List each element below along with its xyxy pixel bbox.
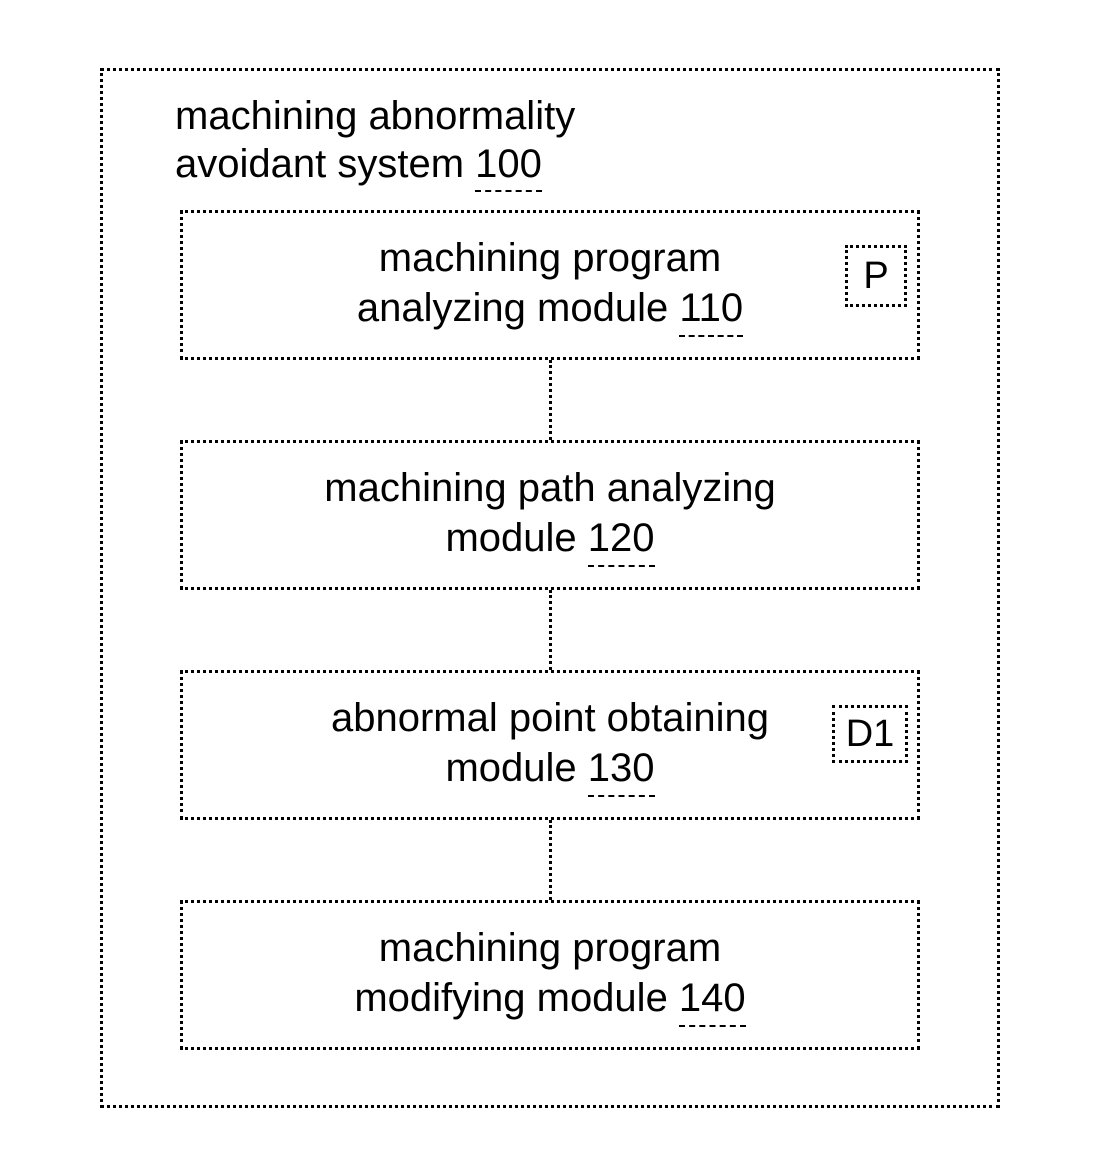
- module-110-line2: analyzing module 110: [357, 283, 743, 337]
- module-130-box: abnormal point obtaining module 130: [180, 670, 920, 820]
- marker-p-label: P: [863, 255, 888, 298]
- module-120-line1: machining path analyzing: [324, 463, 775, 513]
- connector-110-120: [549, 360, 552, 440]
- module-130-line2-prefix: module: [445, 746, 587, 790]
- title-line2: avoidant system 100: [175, 140, 575, 192]
- connector-120-130: [549, 590, 552, 670]
- module-140-line1: machining program: [379, 923, 721, 973]
- marker-d1-label: D1: [846, 713, 895, 756]
- title-line1: machining abnormality: [175, 92, 575, 140]
- connector-130-140: [549, 820, 552, 900]
- module-130-line1: abnormal point obtaining: [331, 693, 769, 743]
- module-140-line2-prefix: modifying module: [354, 976, 679, 1020]
- module-130-ref: 130: [588, 743, 655, 797]
- module-110-ref: 110: [679, 283, 743, 337]
- title-line2-prefix: avoidant system: [175, 142, 475, 186]
- module-120-box: machining path analyzing module 120: [180, 440, 920, 590]
- module-110-line1: machining program: [379, 233, 721, 283]
- marker-p-box: P: [845, 245, 907, 307]
- module-120-ref: 120: [588, 513, 655, 567]
- system-title: machining abnormality avoidant system 10…: [175, 92, 575, 192]
- marker-d1-box: D1: [832, 705, 908, 763]
- diagram-canvas: machining abnormality avoidant system 10…: [0, 0, 1101, 1174]
- module-130-line2: module 130: [445, 743, 654, 797]
- module-140-line2: modifying module 140: [354, 973, 745, 1027]
- module-140-box: machining program modifying module 140: [180, 900, 920, 1050]
- title-ref-number: 100: [475, 140, 542, 192]
- module-120-line2: module 120: [445, 513, 654, 567]
- module-140-ref: 140: [679, 973, 746, 1027]
- module-110-line2-prefix: analyzing module: [357, 286, 679, 330]
- module-110-box: machining program analyzing module 110: [180, 210, 920, 360]
- module-120-line2-prefix: module: [445, 516, 587, 560]
